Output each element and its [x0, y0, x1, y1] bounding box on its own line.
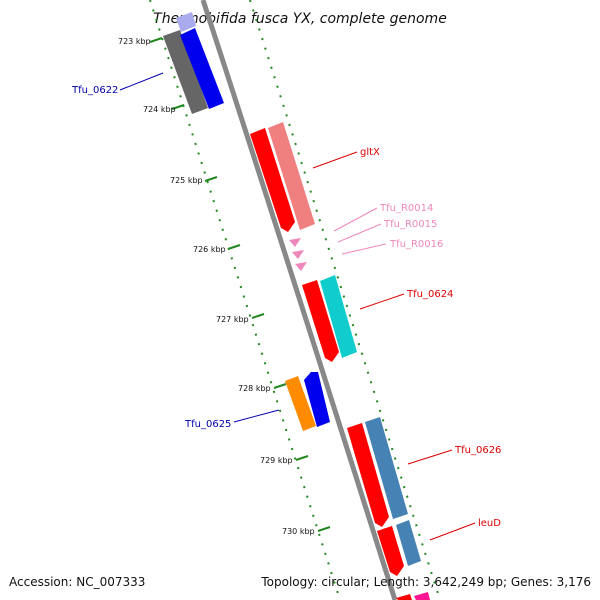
gene-feature-gray[interactable] [163, 30, 208, 114]
scale-tick [227, 244, 241, 250]
label-connector-gltx [312, 151, 358, 169]
gene-label-tfu0622[interactable]: Tfu_0622 [71, 85, 118, 96]
label-connector-tfu0625 [233, 409, 280, 423]
gene-label-r0015[interactable]: Tfu_R0015 [383, 219, 437, 230]
gene-feature-steelblue-2[interactable] [396, 520, 421, 566]
gene-label-r0016[interactable]: Tfu_R0016 [389, 239, 443, 250]
gene-feature-gltx[interactable] [250, 128, 295, 232]
map-title: Thermobifida fusca YX, complete genome [153, 11, 447, 27]
gene-feature-orange[interactable] [285, 376, 316, 431]
gene-label-tfu0625[interactable]: Tfu_0625 [184, 419, 231, 430]
scale-label: 725 kbp [170, 176, 203, 185]
trna-arrow-r0016[interactable] [295, 262, 307, 271]
genome-summary-text: Topology: circular; Length: 3,642,249 bp… [260, 575, 591, 589]
scale-label: 726 kbp [193, 245, 226, 254]
gene-feature-light[interactable] [176, 12, 196, 32]
gene-feature-partial[interactable] [396, 594, 412, 600]
label-connector-r0015 [337, 223, 382, 243]
label-connector-leud [429, 522, 476, 541]
scale-ticks [149, 37, 331, 532]
gene-feature-tfu0622[interactable] [180, 28, 224, 109]
gene-feature-tfu0626[interactable] [347, 423, 389, 527]
gene-feature-cyan[interactable] [320, 275, 357, 358]
gene-feature-leud[interactable] [377, 526, 404, 576]
genome-backbone [200, 0, 398, 600]
gene-label-gltx[interactable]: gltX [360, 147, 380, 158]
trna-arrow-r0015[interactable] [292, 250, 304, 259]
gene-feature-partial-pink[interactable] [414, 592, 430, 600]
gene-feature-tfu0625[interactable] [304, 372, 330, 427]
scale-label: 730 kbp [282, 527, 315, 536]
outer-dotted-track [249, 0, 441, 600]
label-connector-tfu0626 [407, 449, 453, 465]
gene-label-tfu0626[interactable]: Tfu_0626 [454, 445, 501, 456]
gene-feature-tfu0624[interactable] [302, 280, 339, 362]
scale-tick [251, 313, 265, 319]
label-connector-r0014 [333, 207, 378, 232]
label-connector-tfu0624 [359, 293, 405, 310]
scale-label: 723 kbp [118, 37, 151, 46]
gene-label-tfu0624[interactable]: Tfu_0624 [406, 289, 453, 300]
scale-label: 728 kbp [238, 384, 271, 393]
scale-label: 729 kbp [260, 456, 293, 465]
label-connector-tfu0622 [119, 72, 164, 91]
scale-tick [204, 176, 218, 182]
scale-label: 724 kbp [143, 105, 176, 114]
gene-label-leud[interactable]: leuD [478, 518, 501, 529]
gene-label-r0014[interactable]: Tfu_R0014 [379, 203, 433, 214]
gene-feature-salmon[interactable] [268, 122, 315, 230]
scale-tick [171, 104, 185, 110]
accession-text: Accession: NC_007333 [9, 575, 145, 589]
scale-tick [317, 526, 331, 532]
scale-tick [295, 455, 309, 461]
gene-feature-steelblue[interactable] [365, 417, 408, 519]
trna-arrow-r0014[interactable] [289, 238, 301, 247]
label-connector-r0016 [341, 243, 387, 255]
scale-tick [149, 37, 163, 43]
scale-tick [273, 383, 287, 389]
scale-label: 727 kbp [216, 315, 249, 324]
